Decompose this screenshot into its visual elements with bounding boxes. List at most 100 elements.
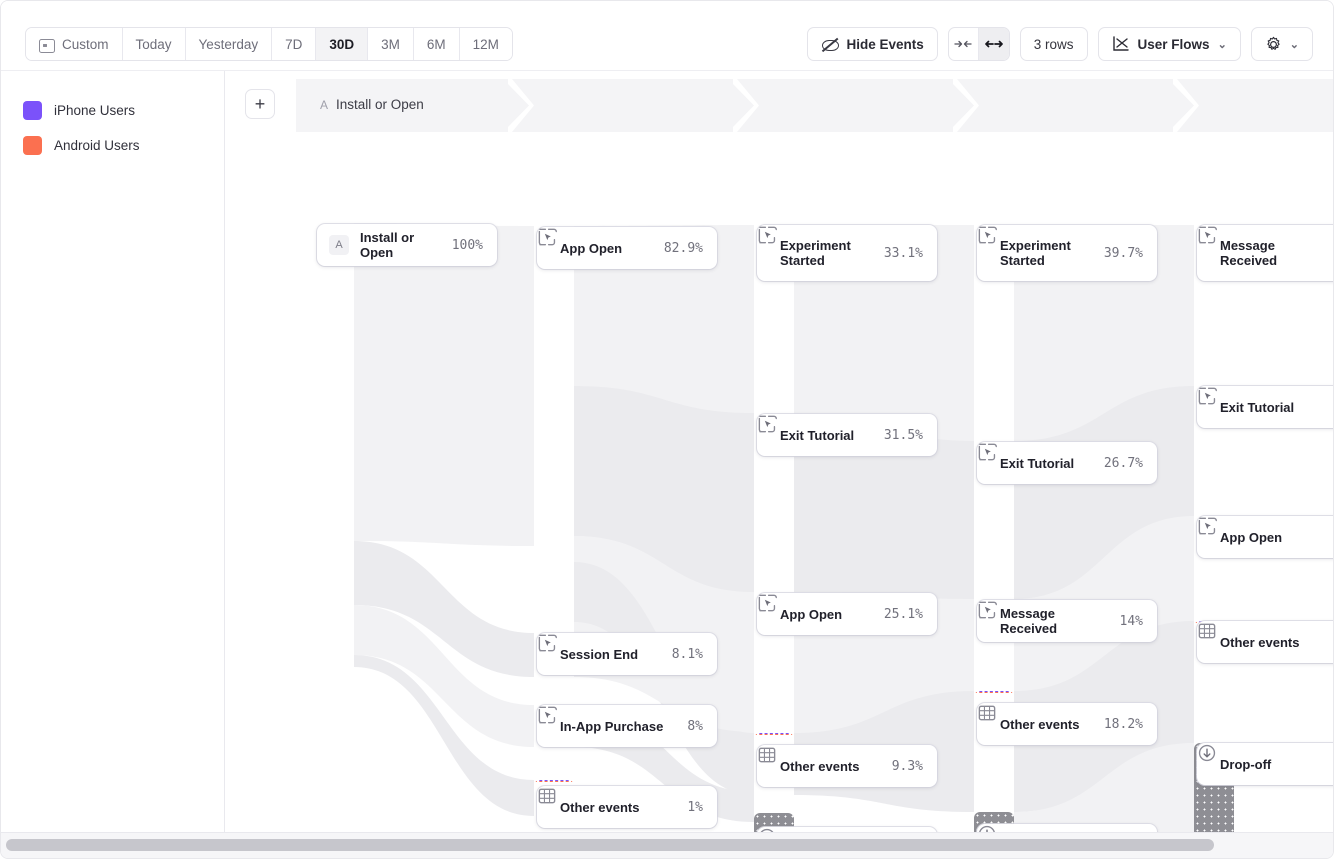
settings-dropdown[interactable]: ⌄: [1250, 27, 1313, 61]
date-range-30d[interactable]: 30D: [316, 28, 369, 60]
breadcrumb-step-2[interactable]: [746, 79, 966, 132]
node-label: Exit Tutorial: [1220, 399, 1295, 415]
breadcrumb-step-1[interactable]: [521, 79, 746, 132]
eye-off-icon: [821, 36, 840, 53]
collapse-arrows-icon: [954, 40, 972, 48]
breadcrumb-step-3[interactable]: [966, 79, 1186, 132]
row-count-label: 3 rows: [1033, 36, 1074, 52]
date-range-custom[interactable]: Custom: [26, 28, 123, 60]
date-range-selector[interactable]: Custom Today Yesterday 7D 30D 3M 6M 12M: [25, 27, 513, 61]
flow-node-card[interactable]: Experiment Started 39.7%: [977, 225, 1157, 281]
breadcrumb[interactable]: A Install or Open: [320, 97, 424, 112]
expand-spacing-button[interactable]: [978, 28, 1009, 60]
event-cursor-icon: [978, 226, 997, 244]
flow-node-card[interactable]: Drop-off1.5%: [977, 824, 1157, 834]
date-range-label: Yesterday: [198, 36, 259, 52]
flow-ribbon: [794, 413, 974, 621]
node-percent: 31.5%: [883, 427, 923, 443]
toolbar-right-actions: Hide Events 3 rows: [807, 27, 1313, 61]
hide-events-button[interactable]: Hide Events: [807, 27, 938, 61]
node-percent: 14%: [1119, 613, 1143, 629]
dropoff-icon: [978, 825, 996, 834]
breadcrumb-step-4[interactable]: [1186, 79, 1333, 132]
breadcrumb-badge: A: [320, 97, 329, 112]
node-percent: 9.3%: [891, 758, 923, 774]
view-mode-dropdown[interactable]: User Flows ⌄: [1097, 27, 1241, 61]
node-label: App Open: [560, 240, 623, 256]
flow-canvas: + A Install or Open A Install or Open 100%…: [225, 71, 1333, 834]
breadcrumb-label: Install or Open: [336, 97, 424, 112]
flow-node-card[interactable]: Session End 8.1%: [537, 633, 717, 675]
legend-item-iphone-users[interactable]: iPhone Users: [23, 93, 224, 128]
node-label: Other events: [780, 758, 860, 774]
node-label: Other events: [1000, 716, 1080, 732]
hide-events-label: Hide Events: [846, 36, 924, 52]
event-cursor-icon: [758, 594, 777, 612]
node-label: Other events: [1220, 634, 1300, 650]
flow-node-card[interactable]: Exit Tutorial 26.7%: [977, 442, 1157, 484]
legend-item-android-users[interactable]: Android Users: [23, 128, 224, 163]
flow-node-card[interactable]: Other events 18.2%: [977, 703, 1157, 745]
node-percent: 1%: [687, 799, 703, 815]
event-cursor-icon: [758, 415, 777, 433]
date-range-today[interactable]: Today: [122, 28, 186, 60]
flow-node-bar[interactable]: [534, 226, 574, 651]
flow-node-card[interactable]: App Open 25.1%: [757, 593, 937, 635]
date-range-6m[interactable]: 6M: [413, 28, 460, 60]
breadcrumb-step-0[interactable]: [296, 79, 521, 132]
legend-panel: iPhone Users Android Users: [1, 71, 225, 834]
legend-color-swatch: [23, 136, 42, 155]
date-range-7d[interactable]: 7D: [272, 28, 317, 60]
dropoff-icon: [759, 828, 775, 834]
flow-node-card[interactable]: App Open: [1197, 516, 1333, 558]
scrollbar-thumb[interactable]: [6, 839, 1214, 851]
flow-node-bar[interactable]: [314, 223, 354, 667]
flow-node-card[interactable]: In-App Purchase 8%: [537, 705, 717, 747]
collapse-spacing-button[interactable]: [949, 28, 979, 60]
date-range-3m[interactable]: 3M: [368, 28, 414, 60]
flow-node-card[interactable]: Experiment Started 33.1%: [757, 225, 937, 281]
legend-item-label: Android Users: [54, 138, 140, 153]
flow-node-card[interactable]: Other events 1%: [537, 786, 717, 828]
flow-ribbon: [574, 386, 754, 612]
event-cursor-icon: [758, 226, 777, 244]
expand-arrows-icon: [984, 40, 1003, 48]
flow-node-card[interactable]: Other events: [1197, 621, 1333, 663]
node-label: Experiment Started: [780, 238, 851, 268]
node-label: In-App Purchase: [560, 718, 664, 734]
android-bar-segment: [534, 781, 574, 782]
date-range-label: Today: [135, 36, 172, 52]
spacing-toggle-group[interactable]: [947, 27, 1010, 61]
flow-node-card[interactable]: Other events 9.3%: [757, 745, 937, 787]
horizontal-scrollbar[interactable]: [1, 832, 1333, 858]
node-percent: 39.7%: [1103, 245, 1143, 261]
node-label: Session End: [560, 646, 639, 662]
node-icon: A: [329, 235, 349, 255]
flow-node-card[interactable]: Exit Tutorial 31.5%: [757, 414, 937, 456]
flow-node-card[interactable]: App Open 82.9%: [537, 227, 717, 269]
legend-item-label: iPhone Users: [54, 103, 136, 118]
date-range-label: 3M: [381, 36, 400, 52]
android-bar-segment: [974, 692, 1014, 693]
flow-node-card[interactable]: Message Received: [1197, 225, 1333, 281]
flow-ribbon: [574, 225, 754, 431]
node-percent: 25.1%: [883, 606, 923, 622]
flow-chart-icon: [1112, 36, 1129, 51]
row-count-button[interactable]: 3 rows: [1019, 27, 1088, 61]
calendar-icon: [39, 37, 55, 53]
date-range-label: 30D: [329, 36, 355, 52]
grid-icon: [538, 788, 556, 804]
flow-node-card[interactable]: Message Received 14%: [977, 600, 1157, 642]
grid-icon: [758, 747, 776, 763]
add-step-button[interactable]: +: [245, 89, 275, 119]
flow-node-card[interactable]: Drop-off: [1197, 743, 1333, 785]
flow-node-card[interactable]: Exit Tutorial: [1197, 386, 1333, 428]
date-range-12m[interactable]: 12M: [459, 28, 512, 60]
date-range-label: Custom: [62, 36, 109, 52]
flow-ribbon: [1014, 743, 1194, 834]
date-range-yesterday[interactable]: Yesterday: [185, 28, 273, 60]
flow-node-card[interactable]: Drop-off1%: [757, 827, 937, 834]
flow-node-card[interactable]: A Install or Open 100%: [317, 224, 497, 266]
node-percent: 100%: [451, 237, 483, 253]
chevron-down-icon: ⌄: [1217, 38, 1227, 51]
